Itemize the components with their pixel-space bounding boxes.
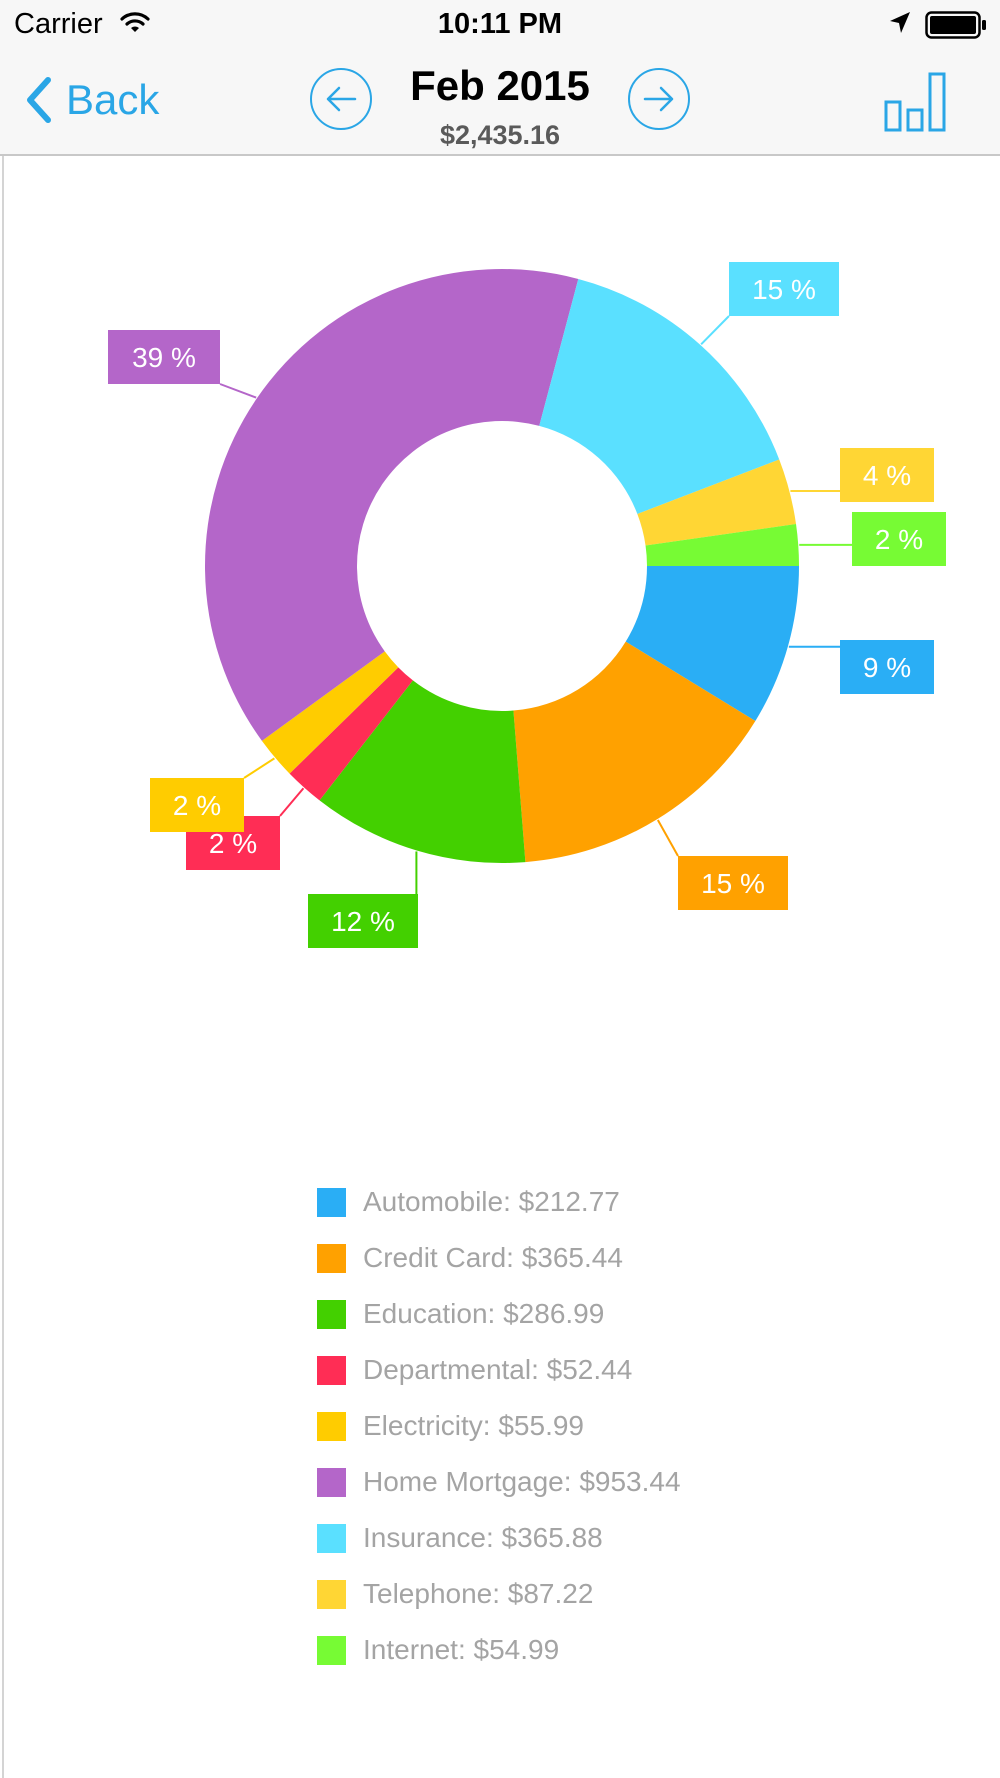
page-title: Feb 2015 (410, 62, 590, 109)
legend-item: Insurance: $365.88 (317, 1510, 681, 1566)
slice-electricity (261, 651, 399, 774)
legend-label: Electricity: $55.99 (363, 1410, 584, 1441)
data-label-box (852, 512, 946, 566)
slice-home-mortgage (205, 269, 579, 741)
slice-education (319, 680, 526, 863)
chevron-left-icon (27, 77, 51, 123)
location-arrow-icon (888, 10, 912, 41)
slice-departmental (289, 667, 413, 801)
leader-line (219, 383, 257, 399)
legend-item: Credit Card: $365.44 (317, 1230, 681, 1286)
data-label-box (108, 330, 220, 384)
legend-label: Departmental: $52.44 (363, 1354, 633, 1385)
back-label: Back (66, 76, 160, 123)
slice-insurance (539, 278, 780, 514)
leader-line (279, 787, 305, 817)
data-label-box (729, 262, 839, 316)
month-total: $2,435.16 (439, 120, 561, 150)
carrier-label: Carrier (14, 8, 103, 40)
legend-item: Education: $286.99 (317, 1286, 681, 1342)
legend-item: Electricity: $55.99 (317, 1398, 681, 1454)
legend-label: Credit Card: $365.44 (363, 1242, 623, 1273)
legend-swatch (317, 1579, 346, 1609)
data-label: 12 % (331, 906, 395, 937)
arrow-left-circle-icon (326, 86, 357, 112)
data-label: 2 % (173, 790, 221, 821)
legend-item: Automobile: $212.77 (317, 1174, 681, 1230)
bar-chart-button[interactable] (884, 72, 946, 137)
data-label-box (840, 448, 934, 502)
legend-item: Home Mortgage: $953.44 (317, 1454, 681, 1510)
data-label-box (150, 778, 244, 832)
slice-internet (645, 524, 799, 566)
slice-telephone (637, 459, 797, 546)
slice-automobile (625, 566, 799, 721)
legend-item: Telephone: $87.22 (317, 1566, 681, 1622)
leader-line (243, 757, 275, 779)
chart-legend: Automobile: $212.77 Credit Card: $365.44 E… (317, 1174, 681, 1678)
data-label: 39 % (132, 342, 196, 373)
leader-line (700, 315, 730, 346)
data-label-box (840, 640, 934, 694)
back-button[interactable]: Back (26, 72, 159, 128)
data-label: 15 % (752, 274, 816, 305)
data-label: 15 % (701, 868, 765, 899)
legend-label: Insurance: $365.88 (363, 1522, 603, 1553)
legend-item: Departmental: $52.44 (317, 1342, 681, 1398)
legend-label: Automobile: $212.77 (363, 1186, 620, 1217)
leader-line (656, 819, 679, 857)
legend-label: Education: $286.99 (363, 1298, 605, 1329)
data-label: 2 % (209, 828, 257, 859)
legend-item: Internet: $54.99 (317, 1622, 681, 1678)
legend-swatch (317, 1355, 346, 1385)
legend-swatch (317, 1635, 346, 1665)
legend-swatch (317, 1243, 346, 1273)
legend-label: Home Mortgage: $953.44 (363, 1466, 681, 1497)
arrow-right-circle-icon (643, 86, 674, 112)
data-label-box (308, 894, 418, 948)
legend-label: Telephone: $87.22 (363, 1578, 594, 1609)
data-label: 2 % (875, 524, 923, 555)
legend-swatch (317, 1187, 346, 1217)
data-label: 4 % (863, 460, 911, 491)
legend-label: Internet: $54.99 (363, 1634, 560, 1665)
previous-month-button[interactable] (310, 68, 372, 130)
legend-swatch (317, 1299, 346, 1329)
next-month-button[interactable] (628, 68, 690, 130)
data-label: 9 % (863, 652, 911, 683)
donut-chart: 9 % 15 % 12 % 2 % 2 % 39 % 15 % 4 % 2 % (108, 262, 946, 948)
legend-swatch (317, 1523, 346, 1553)
bar-chart-icon (884, 72, 946, 132)
legend-swatch (317, 1411, 346, 1441)
status-time: 10:11 PM (437, 8, 563, 40)
chart-area: 9 % 15 % 12 % 2 % 2 % 39 % 15 % 4 % 2 % Automobi… (2, 156, 1000, 1778)
status-bar: Carrier 10:11 PM (0, 0, 1000, 50)
battery-icon (925, 11, 987, 44)
wifi-icon (120, 10, 150, 39)
data-label-box (678, 856, 788, 910)
slice-credit-card (513, 641, 756, 863)
navigation-bar: Back Feb 2015 $2,435.16 (0, 50, 1000, 156)
legend-swatch (317, 1467, 346, 1497)
